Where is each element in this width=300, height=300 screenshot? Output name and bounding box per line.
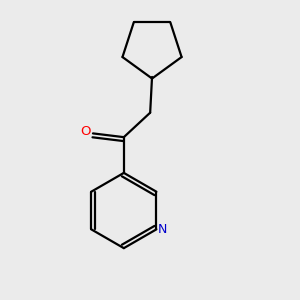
Text: O: O (80, 125, 91, 138)
Text: N: N (158, 223, 167, 236)
